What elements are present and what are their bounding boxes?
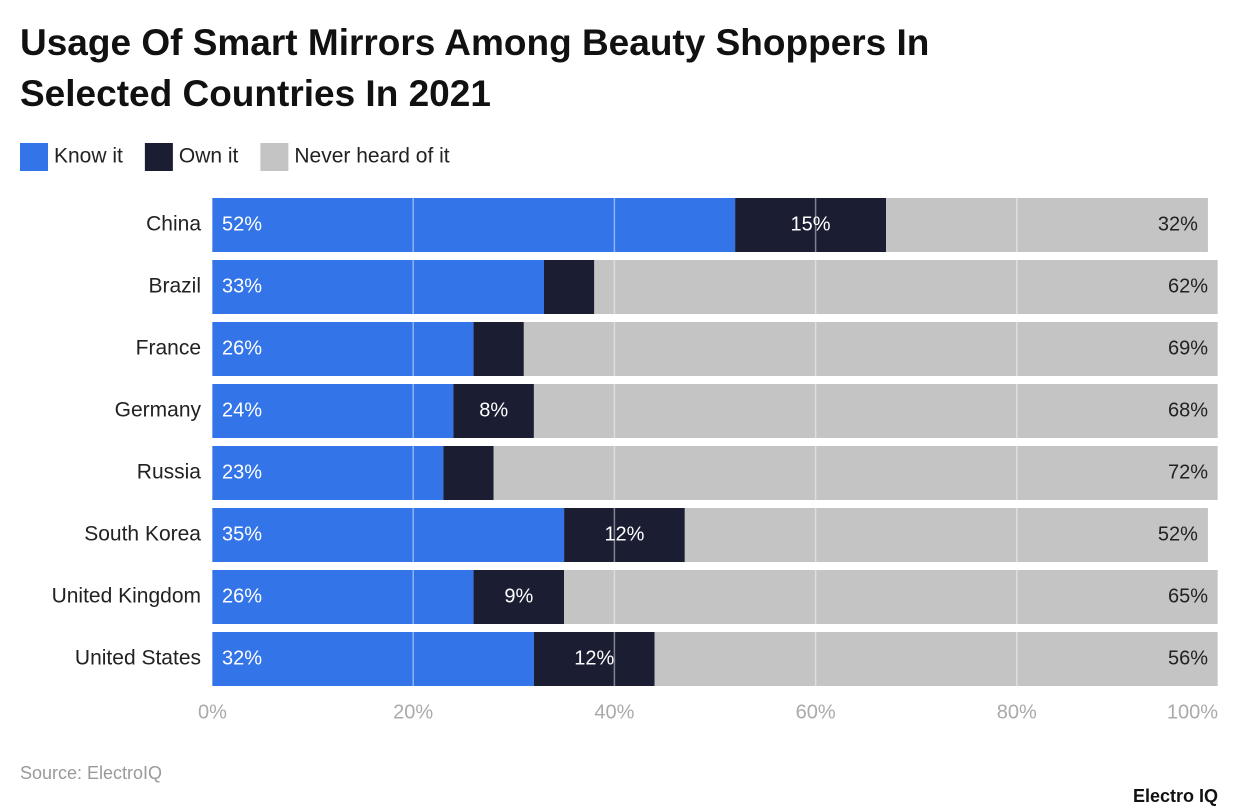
value-label: 15%	[791, 213, 831, 235]
bar-segment	[212, 260, 544, 314]
legend-swatch	[144, 143, 173, 171]
value-label: 62%	[1168, 275, 1208, 297]
source: Source: ElectroIQ	[20, 763, 162, 783]
value-label: 26%	[222, 337, 262, 359]
bar-segment	[684, 508, 1208, 562]
bar-segment	[735, 198, 887, 252]
bar-segment	[493, 446, 1218, 500]
value-label: 68%	[1168, 399, 1208, 421]
value-label: 35%	[222, 523, 262, 545]
value-label: 52%	[222, 213, 262, 235]
x-tick-label: 100%	[1167, 701, 1218, 723]
x-tick-label: 60%	[796, 701, 836, 723]
legend-swatch	[260, 143, 289, 171]
bar-segment	[212, 508, 565, 562]
legend-label: Know it	[54, 145, 123, 168]
value-label: 52%	[1158, 523, 1198, 545]
bar-segment	[533, 632, 655, 686]
chart-title: Usage Of Smart Mirrors Among Beauty Shop…	[20, 22, 929, 114]
value-label: 12%	[604, 523, 644, 545]
value-label: 72%	[1168, 461, 1208, 483]
bar-segment	[654, 632, 1218, 686]
value-label: 69%	[1168, 337, 1208, 359]
legend-label: Never heard of it	[294, 145, 449, 168]
bar-segment	[886, 198, 1208, 252]
y-tick-label: France	[136, 337, 201, 360]
y-tick-label: United Kingdom	[52, 585, 201, 608]
bar-segment	[212, 198, 736, 252]
bar-segment	[212, 632, 534, 686]
bar-segment	[523, 322, 1218, 376]
x-tick-label: 20%	[393, 701, 433, 723]
legend-label: Own it	[179, 145, 239, 168]
bar-segment	[212, 322, 474, 376]
x-tick-label: 80%	[997, 701, 1037, 723]
legend-swatch	[20, 143, 48, 171]
value-label: 24%	[222, 399, 262, 421]
brand: Electro IQ	[1133, 786, 1218, 806]
value-label: 23%	[222, 461, 262, 483]
bar-segment	[564, 508, 685, 562]
y-tick-label: United States	[75, 647, 201, 670]
x-tick-label: 40%	[594, 701, 634, 723]
y-tick-label: Brazil	[148, 275, 201, 298]
value-label: 33%	[222, 275, 262, 297]
bar-segment	[533, 384, 1218, 438]
bar-segment	[543, 260, 595, 314]
bar-segment	[453, 384, 534, 438]
value-label: 8%	[479, 399, 508, 421]
bar-segment	[473, 322, 524, 376]
bar-segment	[443, 446, 494, 500]
value-label: 65%	[1168, 585, 1208, 607]
value-label: 32%	[222, 647, 262, 669]
value-label: 12%	[574, 647, 614, 669]
y-tick-label: Germany	[115, 399, 202, 422]
y-tick-label: China	[146, 213, 201, 236]
bar-segment	[212, 384, 454, 438]
value-label: 56%	[1168, 647, 1208, 669]
y-tick-label: Russia	[137, 461, 202, 484]
value-label: 26%	[222, 585, 262, 607]
bar-segment	[594, 260, 1218, 314]
value-label: 9%	[504, 585, 533, 607]
bar-segment	[212, 446, 444, 500]
bar-segment	[212, 570, 474, 624]
bar-segment	[473, 570, 565, 624]
y-tick-label: South Korea	[84, 523, 201, 546]
value-label: 32%	[1158, 213, 1198, 235]
x-tick-label: 0%	[198, 701, 227, 723]
bar-segment	[564, 570, 1218, 624]
